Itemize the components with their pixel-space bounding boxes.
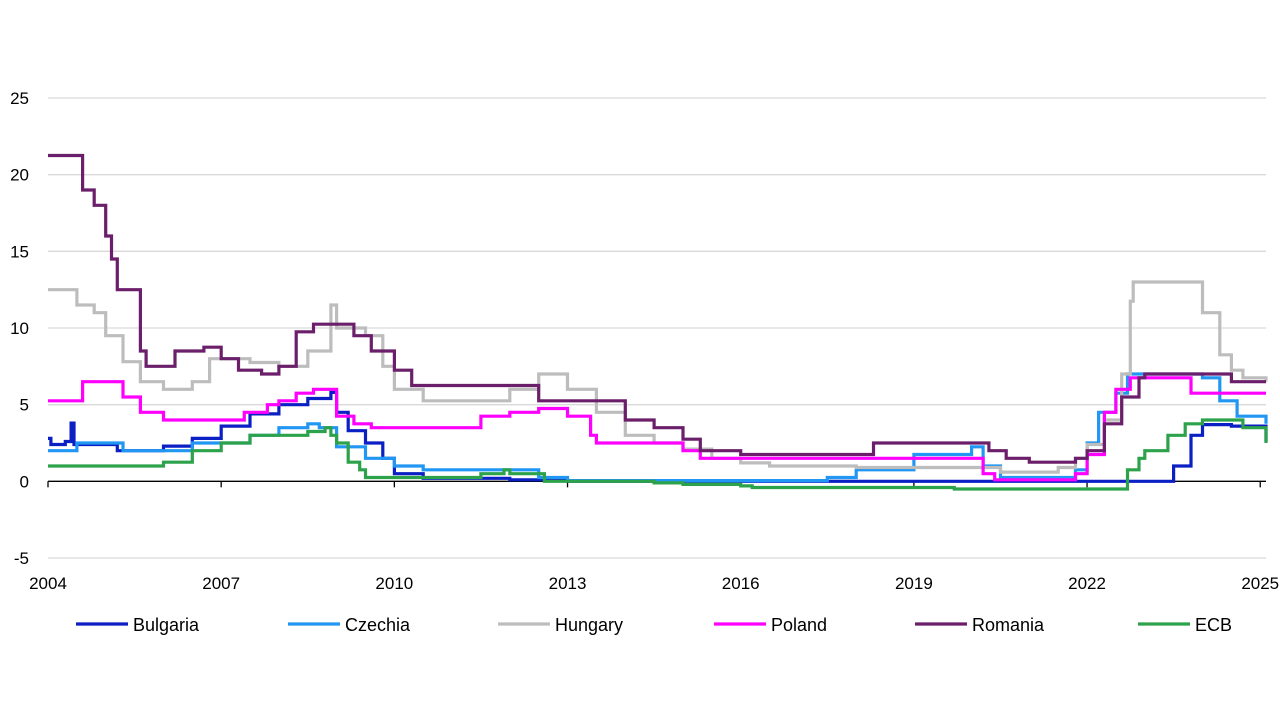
legend-item-poland: Poland	[714, 615, 827, 635]
series-line-ecb	[48, 418, 1268, 491]
legend-item-hungary: Hungary	[498, 615, 623, 635]
legend: Bulgaria Czechia Hungary Poland Romania ECB	[76, 615, 1232, 635]
legend-item-bulgaria: Bulgaria	[76, 615, 200, 635]
y-tick-label: 15	[10, 242, 29, 261]
y-tick-label: 0	[20, 472, 29, 491]
series-line-romania	[48, 153, 1266, 464]
x-tick-label: 2016	[722, 574, 760, 593]
y-tick-label: 25	[10, 89, 29, 108]
series-line-poland	[48, 376, 1266, 482]
legend-label: Bulgaria	[133, 615, 200, 635]
x-tick-label: 2025	[1241, 574, 1279, 593]
x-tick-label: 2007	[202, 574, 240, 593]
x-tick-label: 2004	[29, 574, 67, 593]
series-lines	[48, 153, 1268, 491]
legend-item-romania: Romania	[915, 615, 1045, 635]
series-line-bulgaria	[48, 390, 1268, 483]
series-line-hungary	[48, 280, 1268, 474]
x-tick-label: 2010	[375, 574, 413, 593]
x-tick-label: 2022	[1068, 574, 1106, 593]
y-axis-tick-labels: -5 0 5 10 15 20 25	[10, 89, 29, 568]
legend-item-czechia: Czechia	[288, 615, 411, 635]
legend-item-ecb: ECB	[1138, 615, 1232, 635]
legend-label: Hungary	[555, 615, 623, 635]
legend-label: Poland	[771, 615, 827, 635]
x-axis-tick-labels: 2004 2007 2010 2013 2016 2019 2022 2025	[29, 574, 1279, 593]
x-tick-label: 2019	[895, 574, 933, 593]
y-tick-label: 10	[10, 319, 29, 338]
y-tick-label: 20	[10, 166, 29, 185]
y-tick-label: 5	[20, 396, 29, 415]
legend-label: Czechia	[345, 615, 411, 635]
grid-lines	[48, 97, 1266, 559]
legend-label: ECB	[1195, 615, 1232, 635]
y-tick-label: -5	[14, 549, 29, 568]
legend-label: Romania	[972, 615, 1045, 635]
x-tick-label: 2013	[549, 574, 587, 593]
